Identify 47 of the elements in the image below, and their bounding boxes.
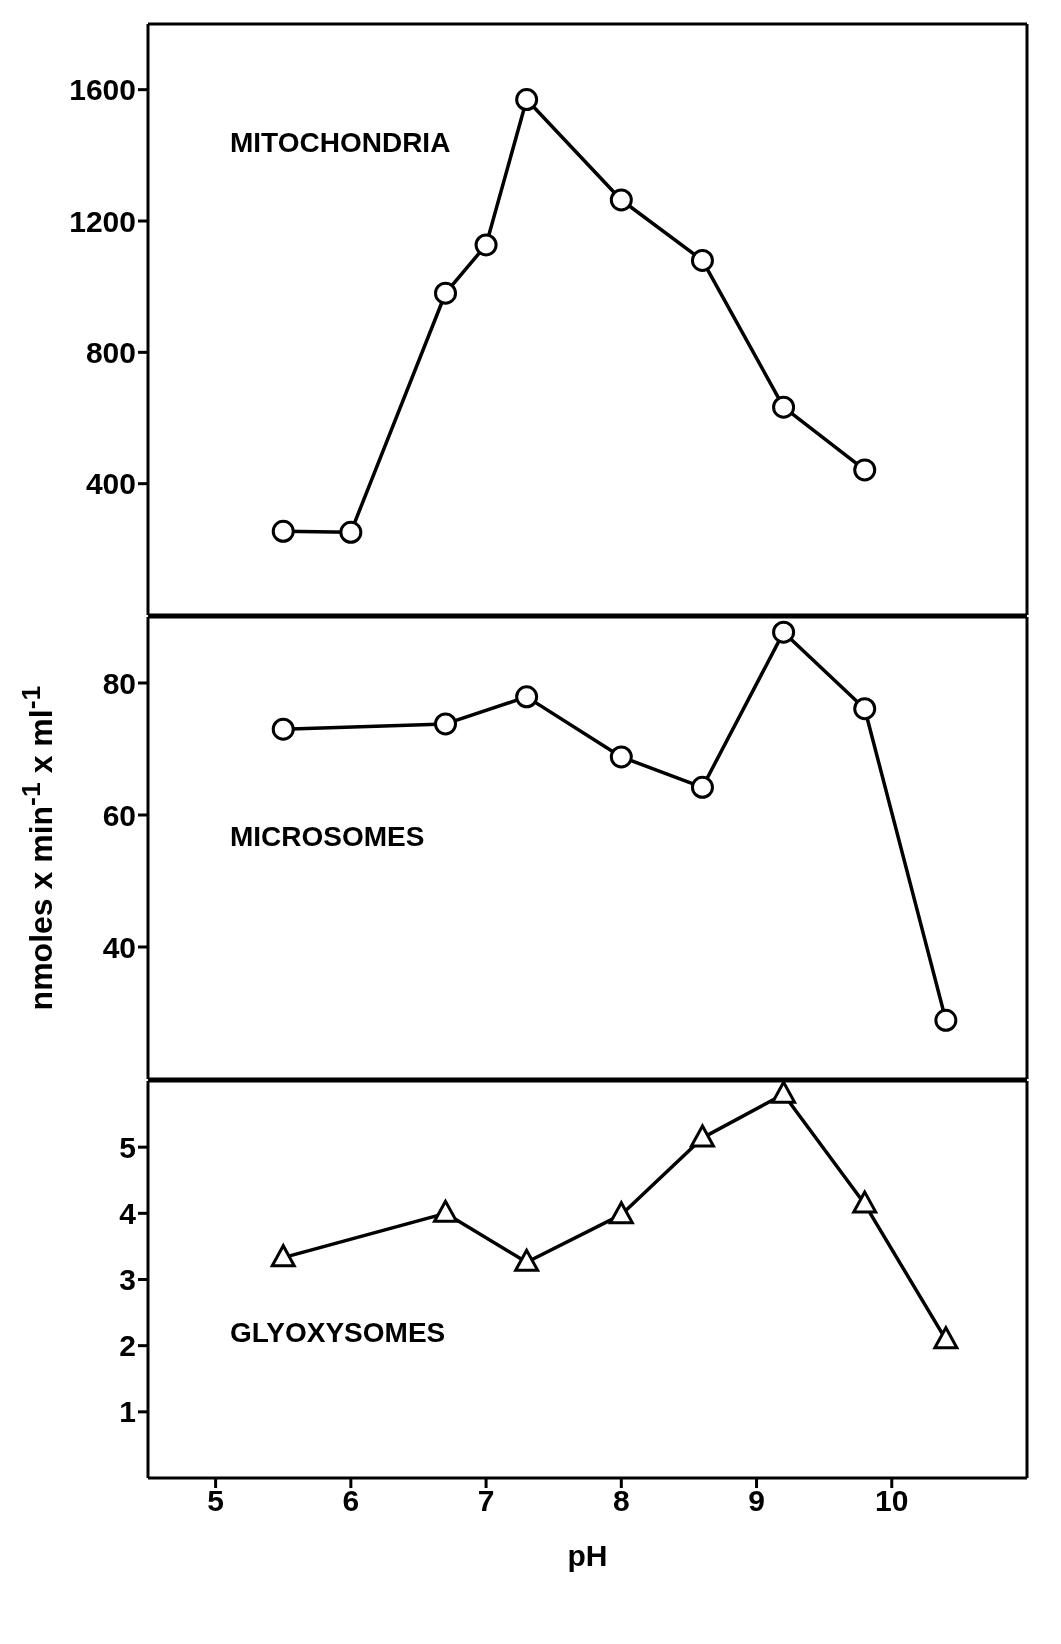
y-tick-label: 5 [119,1130,136,1164]
y-tick-label: 4 [119,1196,137,1230]
point [772,620,796,644]
point [771,1081,797,1104]
point [474,233,498,257]
x-tick-label: 9 [748,1484,765,1518]
x-tick-label: 6 [342,1484,360,1518]
y-tick-label: 2 [119,1329,136,1363]
point [934,1008,958,1032]
text: MITOCHONDRIA [230,126,451,159]
y-tick-label: 400 [85,467,136,501]
point [434,281,458,305]
y-tick-label: 60 [102,798,136,832]
point [339,520,363,544]
point [270,1244,296,1268]
point [609,745,633,769]
point [515,685,539,709]
point [609,188,633,212]
point [690,248,714,272]
point [433,1199,459,1223]
point [689,1124,715,1148]
point [690,775,714,799]
y-tick-label: 1200 [69,204,136,238]
x-axis-title: pH [567,1539,608,1572]
x-tick-label: 7 [477,1484,495,1518]
point [853,697,877,721]
point [933,1326,959,1350]
point [608,1201,634,1225]
text: MICROSOMES [230,820,425,853]
y-tick-label: 40 [102,930,136,964]
text: GLYOXYSOMES [230,1316,446,1349]
y-tick-label: 3 [119,1263,136,1297]
y-tick-label: 1 [119,1395,136,1429]
x-tick-label: 10 [875,1484,909,1518]
y-tick-label: 1600 [69,73,136,107]
x-tick-label: 5 [207,1484,224,1518]
point [271,519,295,543]
y-tick-label: 80 [102,666,136,700]
point [515,88,539,112]
point [514,1248,540,1272]
y-tick-label: 800 [85,335,136,369]
x-tick-label: 8 [612,1484,630,1518]
point [434,712,458,736]
point [772,395,796,419]
point [852,1190,878,1214]
point [271,717,295,741]
point [853,458,877,482]
